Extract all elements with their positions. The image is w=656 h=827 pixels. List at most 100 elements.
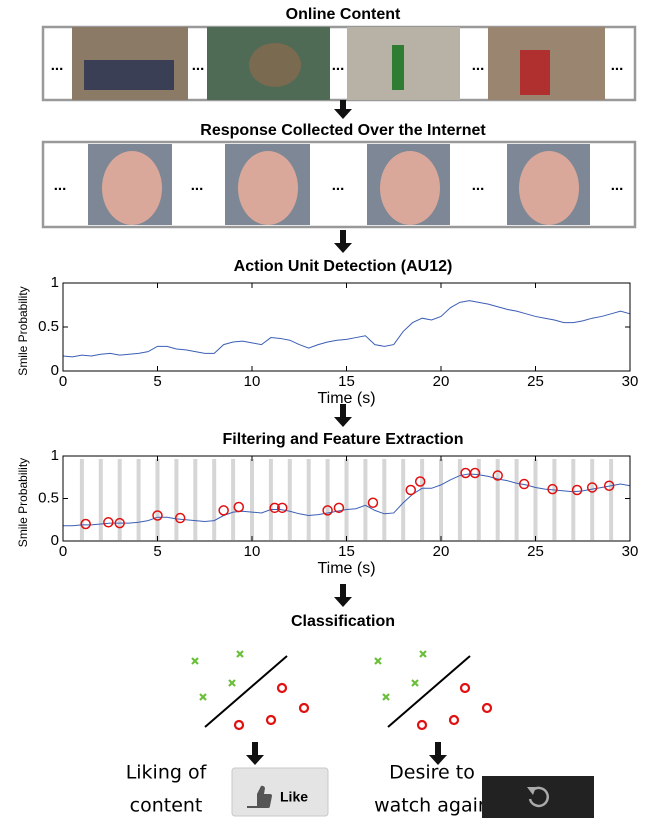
ellipsis: ... (191, 177, 204, 194)
arrow (334, 417, 352, 427)
class-cross (382, 693, 390, 701)
face-frames (88, 144, 590, 225)
x-tick-label: 15 (338, 543, 355, 560)
feature-point (114, 517, 125, 529)
x-tick-label: 25 (527, 543, 544, 560)
class-circle (459, 682, 471, 694)
class-cross (411, 679, 419, 687)
class-cross (199, 693, 207, 701)
x-tick-label: 25 (527, 373, 544, 390)
arrow (340, 230, 346, 244)
ellipsis: ... (54, 177, 67, 194)
feature-point (547, 483, 558, 495)
video-frame (392, 45, 404, 90)
feature-point (460, 467, 471, 479)
class-circle (448, 714, 460, 726)
x-tick-label: 5 (153, 543, 161, 560)
feature-point (571, 484, 583, 496)
chart: 0 5 10 15 20 25 30 0 0.5 1 Time (s) Smile Probabili… (16, 274, 638, 407)
ellipsis: ... (332, 177, 345, 194)
face-frame (519, 151, 579, 225)
feature-point (414, 476, 426, 487)
class-cross (228, 679, 236, 687)
arrow (429, 755, 447, 765)
arrow (340, 584, 346, 598)
separator (204, 655, 288, 728)
x-axis-label: Time (s) (317, 560, 375, 577)
chart: 0 5 10 15 20 25 30 0 0.5 1 Time (s) Smile Probabili… (16, 447, 638, 577)
plot-frame (62, 282, 631, 372)
outcome-label: Liking of (126, 762, 208, 784)
feature-point (333, 502, 345, 514)
video-frames (72, 27, 605, 100)
feature-point (322, 505, 333, 516)
thumb-icon (247, 785, 272, 808)
face-frame (238, 151, 298, 225)
outcome-label: Desire to (389, 762, 475, 784)
x-tick-label: 10 (244, 373, 261, 390)
class-circle (481, 702, 493, 714)
ellipsis: ... (611, 57, 624, 74)
y-tick-label: 0 (51, 532, 59, 549)
feature-point (269, 502, 280, 514)
stage-title: Classification (291, 613, 395, 630)
ellipsis: ... (472, 177, 485, 194)
arrow (252, 742, 258, 756)
arrow (334, 109, 352, 119)
data-line (63, 473, 631, 527)
x-tick-label: 15 (338, 373, 355, 390)
class-circle (298, 702, 310, 714)
stage-title: Response Collected Over the Internet (200, 122, 486, 139)
arrow (340, 100, 346, 110)
feature-point (603, 480, 615, 491)
ellipsis: ... (51, 57, 64, 74)
arrow (334, 243, 352, 253)
outcome-label: watch again (374, 795, 490, 817)
feature-point (492, 470, 503, 481)
ellipsis: ... (332, 57, 345, 74)
outcome-label: content (130, 795, 203, 817)
video-frame (84, 60, 174, 90)
y-tick-label: 0.5 (38, 318, 59, 335)
chart-title: Filtering and Feature Extraction (223, 431, 464, 448)
feature-point (152, 510, 163, 521)
class-circle (416, 719, 428, 731)
feature-point (276, 502, 288, 514)
data-line (62, 300, 631, 358)
ellipsis: ... (192, 57, 205, 74)
x-tick-label: 20 (433, 373, 450, 390)
x-tick-label: 10 (244, 543, 261, 560)
x-tick-label: 30 (622, 543, 639, 560)
x-tick-label: 20 (433, 543, 450, 560)
y-tick-label: 0.5 (38, 489, 59, 506)
y-axis-label: Smile Probability (16, 286, 30, 375)
feature-point (218, 505, 229, 516)
like-button[interactable] (231, 767, 329, 817)
class-circle (265, 714, 277, 726)
feature-point (367, 497, 379, 508)
face-frame (102, 151, 162, 225)
feature-point (405, 484, 417, 496)
class-cross (374, 657, 382, 665)
y-tick-label: 1 (51, 447, 59, 464)
y-tick-label: 1 (51, 274, 59, 291)
response-frame (41, 140, 637, 229)
feature-point (518, 478, 530, 490)
class-circle (233, 719, 245, 731)
arrow (246, 755, 264, 765)
content-frame (41, 25, 637, 102)
chart-title: Action Unit Detection (AU12) (234, 258, 453, 275)
replay-button[interactable] (482, 776, 594, 818)
feature-point (233, 501, 245, 513)
feature-point (586, 482, 598, 493)
feature-point (80, 518, 91, 530)
y-tick-label: 0 (51, 362, 59, 379)
video-frame (520, 50, 550, 95)
x-tick-label: 0 (59, 543, 67, 560)
feature-point (103, 517, 114, 528)
feature-point (174, 512, 186, 524)
ellipsis: ... (611, 177, 624, 194)
x-tick-label: 5 (153, 373, 161, 390)
